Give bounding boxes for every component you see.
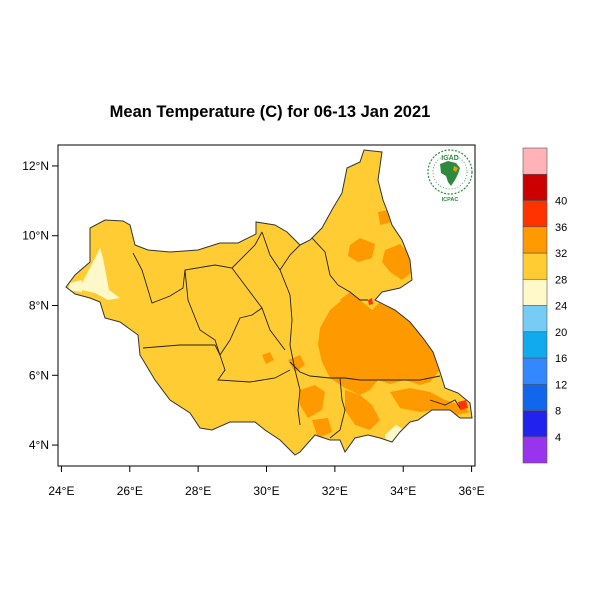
legend-swatch [522, 173, 548, 201]
x-tick-label: 24°E [48, 484, 74, 498]
legend-label: 8 [555, 406, 561, 418]
temp-patch-28-32-small-a [288, 355, 305, 372]
y-tick-label: 12°N [22, 159, 49, 173]
temp-patch-32-36-east [368, 298, 373, 305]
logo-text-icpac: ICPAC [442, 197, 459, 203]
x-tick-label: 30°E [253, 484, 279, 498]
x-tick-label: 32°E [322, 484, 348, 498]
legend-swatch [522, 147, 548, 175]
legend-label: 16 [555, 353, 567, 365]
legend-label: 4 [555, 432, 561, 444]
legend-label: 40 [555, 196, 567, 208]
y-axis: 4°N 6°N 8°N 10°N 12°N [22, 159, 58, 452]
legend-swatch [522, 436, 548, 464]
temp-patch-28-32-south-a [300, 385, 325, 418]
temp-patch-28-32-mid [340, 292, 358, 308]
legend-swatch [522, 278, 548, 306]
y-tick-label: 4°N [29, 438, 49, 452]
legend-label: 24 [555, 301, 567, 313]
x-tick-label: 36°E [459, 484, 485, 498]
temp-patch-28-32-east2 [345, 390, 380, 430]
temp-patch-20-24-west [82, 248, 120, 300]
x-tick-label: 28°E [185, 484, 211, 498]
temp-patch-20-24-south [385, 425, 405, 442]
map-title: Mean Temperature (C) for 06-13 Jan 2021 [109, 103, 431, 121]
x-tick-label: 34°E [390, 484, 416, 498]
legend-label: 12 [555, 379, 567, 391]
legend-swatch [522, 331, 548, 359]
legend-swatch [522, 410, 548, 438]
y-tick-label: 10°N [22, 229, 49, 243]
logo-text-igad: IGAD [441, 155, 459, 162]
x-tick-label: 26°E [117, 484, 143, 498]
legend-label: 32 [555, 248, 567, 260]
legend-swatch [522, 226, 548, 254]
temp-patch-28-32-se [390, 388, 470, 416]
temp-patch-32-36-se [458, 400, 468, 410]
country-outline [65, 149, 473, 456]
temp-patch-28-32-small-b [262, 352, 274, 364]
x-axis: 24°E 26°E 28°E 30°E 32°E 34°E 36°E [48, 466, 485, 498]
temperature-legend: 4 8 12 16 20 24 28 32 36 40 [522, 147, 567, 464]
temp-patch-20-24-west-small [68, 280, 82, 292]
igad-icpac-logo: IGAD ICPAC [427, 149, 473, 203]
legend-swatch [522, 357, 548, 385]
legend-swatch [522, 305, 548, 333]
legend-swatch [522, 200, 548, 228]
y-tick-label: 8°N [29, 299, 49, 313]
legend-label: 20 [555, 327, 567, 339]
temp-patch-28-32-northeast [382, 244, 412, 280]
temp-patch-28-32-north-a [348, 238, 375, 262]
legend-label: 28 [555, 274, 567, 286]
legend-label: 36 [555, 222, 567, 234]
temp-patch-28-32-south-b [312, 418, 332, 438]
y-tick-label: 6°N [29, 368, 49, 382]
legend-swatch [522, 383, 548, 411]
legend-swatch [522, 252, 548, 280]
